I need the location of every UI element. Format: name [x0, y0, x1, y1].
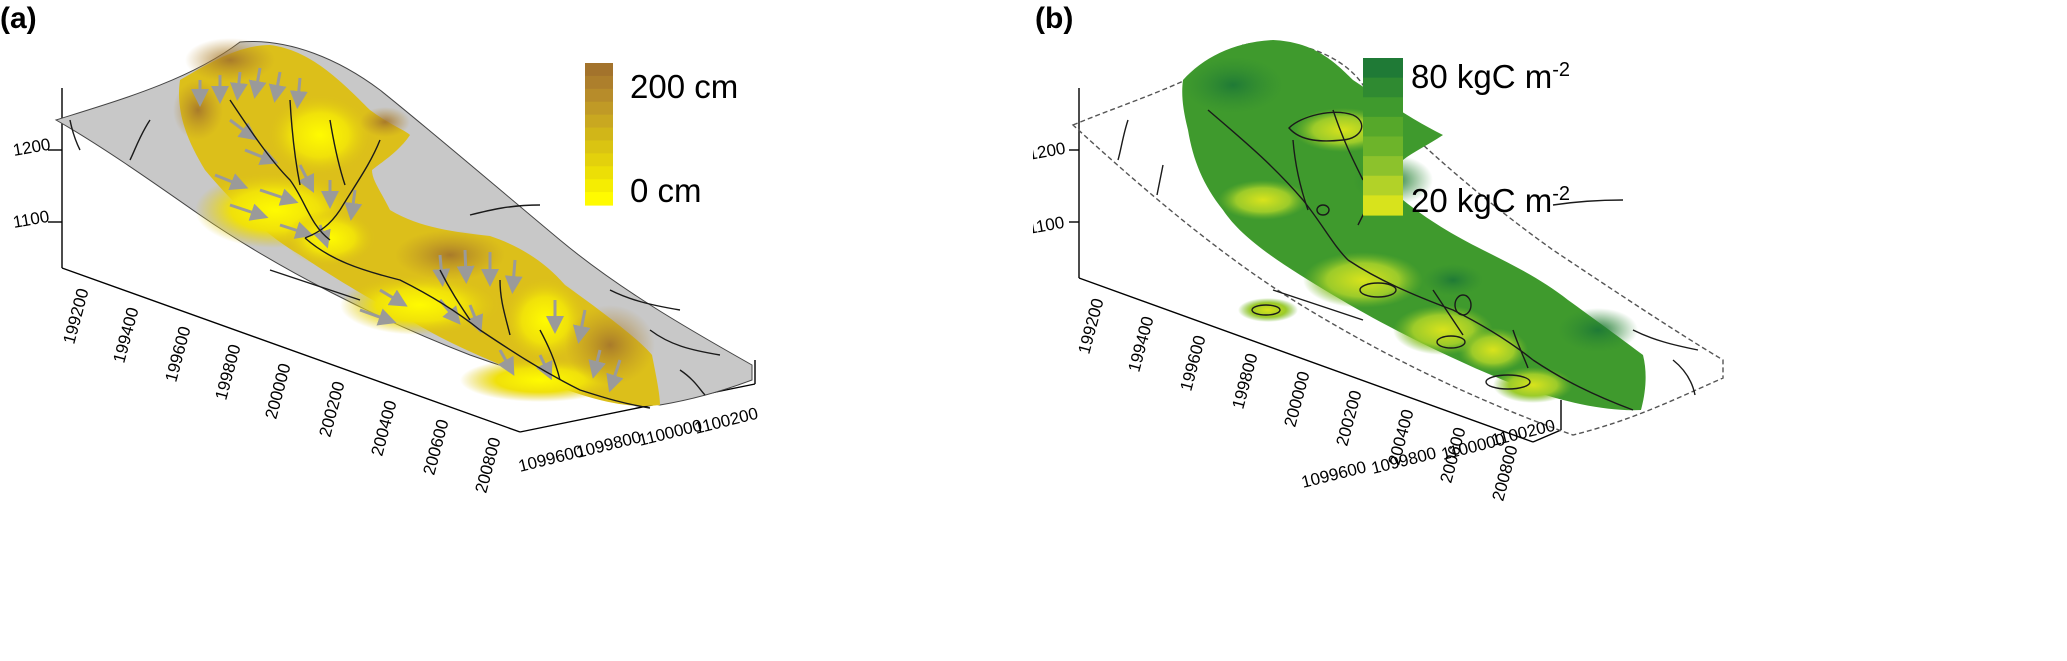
legend-swatch — [1363, 136, 1403, 157]
legend-swatch — [585, 166, 613, 180]
x-tick-label: 199400 — [1125, 314, 1158, 374]
legend-swatch — [1363, 77, 1403, 98]
stream-network — [1117, 109, 1699, 411]
x-tick-label: 199400 — [110, 305, 143, 365]
x-tick-label: 199600 — [162, 324, 195, 384]
y-tick-label: 1099600 — [1299, 457, 1368, 491]
box-frame — [1069, 88, 1562, 443]
legend-swatch — [585, 179, 613, 193]
legend-swatch — [1363, 97, 1403, 118]
x-tick-label: 200800 — [472, 435, 505, 495]
y-axis: 1099600 1099800 1100000 1100200 — [516, 404, 760, 476]
legend-depth — [585, 63, 613, 206]
legend-swatch — [585, 140, 613, 154]
legend-swatch — [585, 88, 613, 103]
x-tick-label: 200200 — [316, 379, 349, 439]
x-tick-label: 199200 — [60, 286, 93, 346]
legend-swatch — [585, 75, 613, 90]
x-tick-label: 199600 — [1177, 333, 1210, 393]
legend-carbon — [1363, 58, 1403, 216]
y-tick-label: 1099800 — [574, 427, 643, 461]
legend-min-label: 20 kgC m-2 — [1411, 182, 1570, 219]
flow-arrows — [191, 67, 624, 393]
x-tick-label: 200400 — [368, 398, 401, 458]
legend-swatch — [1363, 175, 1403, 196]
legend-swatch — [585, 127, 613, 142]
x-tick-label: 200200 — [1333, 388, 1366, 448]
x-tick-label: 199800 — [1229, 351, 1262, 411]
panel-label: (a) — [0, 2, 37, 35]
z-tick-label: 1100 — [1033, 213, 1066, 238]
legend-min-label: 0 cm — [630, 172, 702, 209]
legend-swatch — [1363, 116, 1403, 138]
legend-max-label: 80 kgC m-2 — [1411, 58, 1570, 95]
z-tick-label: 1200 — [11, 135, 52, 160]
x-tick-label: 200800 — [1489, 443, 1522, 503]
panel-a-plot: 200 cm 0 cm 1200 1100 199200 199400 1996… — [11, 38, 760, 495]
legend-swatch — [1363, 156, 1403, 177]
legend-swatch — [585, 63, 613, 77]
y-tick-label: 1100200 — [1489, 416, 1557, 450]
x-tick-label: 199200 — [1075, 296, 1108, 356]
legend-swatch — [585, 114, 613, 129]
y-tick-label: 1100200 — [692, 404, 760, 438]
legend-swatch — [585, 192, 613, 206]
legend-swatch — [585, 101, 613, 116]
legend-swatch — [1363, 195, 1403, 216]
panel-label: (b) — [1035, 2, 1074, 35]
z-tick-label: 1100 — [11, 207, 50, 232]
z-tick-label: 1200 — [1033, 139, 1067, 164]
legend-swatch — [585, 153, 613, 167]
legend-swatch — [1363, 58, 1403, 79]
x-tick-label: 200000 — [1281, 369, 1314, 429]
x-tick-label: 199800 — [212, 342, 245, 402]
contour-lines — [1251, 111, 1531, 390]
legend-max-label: 200 cm — [630, 68, 738, 105]
x-tick-label: 200000 — [262, 361, 295, 421]
stream-network — [69, 99, 721, 409]
panel-b-plot: 80 kgC m-2 20 kgC m-2 1200 1100 199200 1… — [1033, 40, 1724, 503]
panel-b: 80 kgC m-2 20 kgC m-2 1200 1100 199200 1… — [1033, 0, 2067, 661]
x-tick-label: 200600 — [420, 417, 453, 477]
panel-a: 200 cm 0 cm 1200 1100 199200 199400 1996… — [0, 0, 1033, 661]
